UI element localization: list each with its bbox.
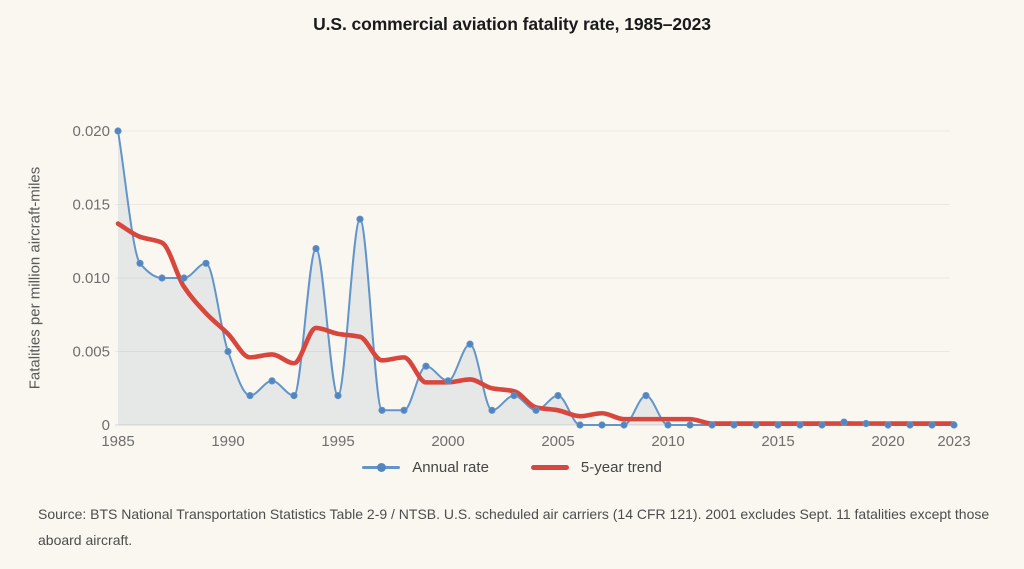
svg-text:1985: 1985 (101, 433, 134, 450)
chart-title: U.S. commercial aviation fatality rate, … (313, 14, 711, 34)
legend-label-annual-rate: Annual rate (412, 459, 489, 476)
legend-item-5-year-trend: 5-year trend (530, 459, 662, 476)
legend: Annual rate 5-year trend (0, 459, 1024, 476)
legend-item-annual-rate: Annual rate (362, 459, 489, 476)
svg-text:0.015: 0.015 (72, 197, 110, 214)
svg-text:2000: 2000 (431, 433, 464, 450)
svg-text:2015: 2015 (761, 433, 794, 450)
annual-rate-line-swatch (362, 463, 401, 472)
legend-label-5-year-trend: 5-year trend (580, 459, 662, 476)
svg-text:0.010: 0.010 (72, 270, 110, 287)
svg-text:2005: 2005 (541, 433, 574, 450)
annual-rate-marker-icon (376, 463, 386, 472)
svg-text:0: 0 (102, 417, 110, 434)
source-note: Source: BTS National Transportation Stat… (38, 506, 990, 548)
svg-text:0.020: 0.020 (72, 123, 110, 140)
svg-text:1995: 1995 (321, 433, 354, 450)
trend-line-swatch (530, 465, 569, 470)
svg-text:2010: 2010 (651, 433, 684, 450)
svg-text:1990: 1990 (211, 433, 244, 450)
svg-text:2023: 2023 (937, 433, 970, 450)
svg-text:2020: 2020 (871, 433, 904, 450)
svg-text:0.005: 0.005 (72, 344, 110, 361)
